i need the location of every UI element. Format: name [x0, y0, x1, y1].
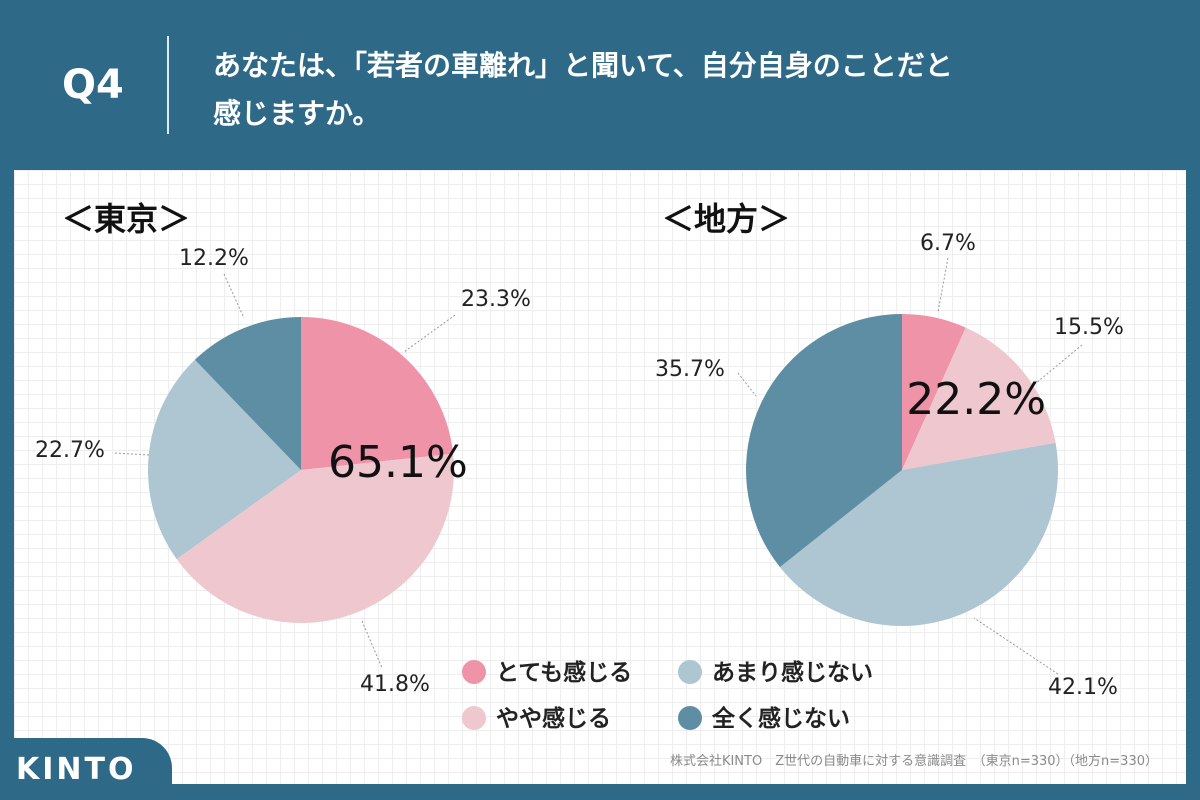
header-divider [167, 36, 169, 134]
pie-slice [147, 359, 301, 560]
leader-line [114, 452, 150, 456]
pie-slice [902, 314, 966, 470]
chart-title: ＜地方＞ [662, 200, 790, 238]
legend-label: 全く感じない [711, 705, 850, 732]
question-line-2: 感じますか。 [213, 97, 381, 130]
legend-label: やや感じる [496, 705, 611, 732]
data-label: 35.7% [655, 357, 725, 382]
data-label: 15.5% [1054, 315, 1124, 340]
leader-line [361, 620, 383, 669]
legend-label: あまり感じない [712, 659, 873, 686]
legend-label: とても感じる [496, 659, 632, 686]
pie-slice [745, 314, 902, 568]
pie-slice [194, 317, 301, 470]
data-label: 22.7% [35, 438, 105, 463]
legend-swatch [462, 706, 486, 730]
combined-label: 65.1% [328, 437, 468, 488]
source-note: 株式会社KINTO Z世代の自動車に対する意識調査 （東京n=330）（地方n=… [669, 754, 1158, 769]
data-label: 6.7% [920, 231, 976, 256]
question-text: あなたは、「若者の車離れ」と聞いて、自分自身のことだと 感じますか。 [213, 42, 953, 138]
brand-tab [0, 738, 172, 800]
pie-slice [301, 317, 454, 470]
leader-line [973, 617, 1059, 675]
chart-panel: ＜東京＞ 23.3% 41.8% 22.7% 12.2% 65.1% ＜地方＞ 6.7% 15.… [14, 170, 1186, 784]
pie-charts: ＜東京＞ 23.3% 41.8% 22.7% 12.2% 65.1% ＜地方＞ 6.7% 15.… [35, 200, 1124, 732]
legend-swatch [462, 660, 486, 684]
data-label: 23.3% [461, 287, 531, 312]
question-number: Q4 [62, 62, 124, 108]
leader-line [737, 372, 757, 397]
leader-line [1029, 344, 1083, 389]
question-line-1: あなたは、「若者の車離れ」と聞いて、自分自身のことだと [213, 49, 953, 82]
kinto-logo: KINTO [16, 752, 137, 787]
pie-slice [176, 453, 455, 624]
chart-title: ＜東京＞ [62, 200, 190, 238]
combined-label: 22.2% [906, 374, 1046, 425]
data-label: 12.2% [179, 246, 249, 271]
pie-slice [779, 442, 1058, 627]
data-label: 42.1% [1048, 675, 1118, 700]
data-label: 41.8% [360, 672, 430, 697]
leader-line [937, 257, 949, 313]
leader-line [403, 314, 456, 353]
leader-line [223, 273, 245, 319]
pie-slice [902, 327, 1056, 470]
legend-swatch [678, 706, 702, 730]
legend-swatch [678, 660, 702, 684]
